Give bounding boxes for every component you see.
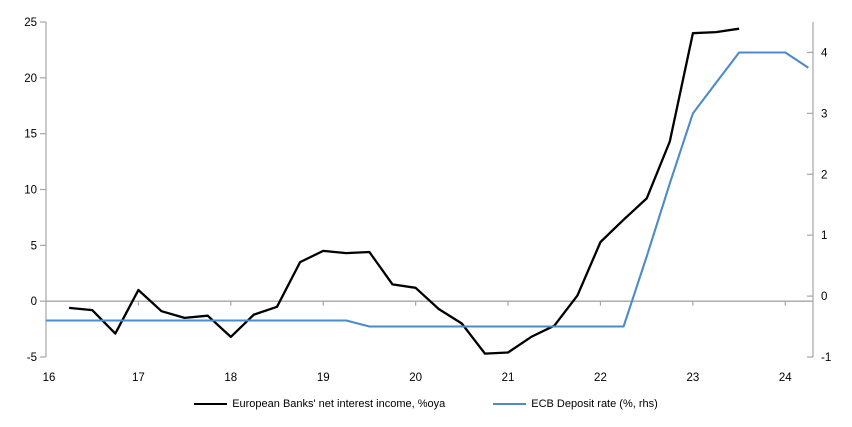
left-axis-tick-label: 25 [24, 17, 37, 29]
right-axis-tick-label: 4 [821, 47, 828, 59]
left-axis-tick-label: 20 [24, 73, 37, 85]
x-axis-tick-label: 24 [779, 372, 792, 384]
chart-legend: European Banks' net interest income, %oy… [0, 398, 852, 410]
x-axis-tick-label: 19 [317, 372, 330, 384]
left-axis-tick-label: 0 [31, 296, 37, 308]
legend-label-ecb-deposit-rate: ECB Deposit rate (%, rhs) [531, 398, 658, 410]
legend-label-net-interest-income: European Banks' net interest income, %oy… [232, 398, 446, 410]
x-axis-tick-label: 16 [43, 372, 56, 384]
right-axis-tick-label: 2 [821, 169, 827, 181]
left-axis-tick-label: 10 [24, 185, 37, 197]
right-axis-tick-label: 1 [821, 230, 827, 242]
black-line-swatch [194, 403, 228, 405]
left-axis-tick-label: -5 [27, 352, 37, 364]
left-axis-tick-label: 5 [31, 240, 37, 252]
right-axis-tick-label: -1 [821, 352, 831, 364]
legend-item-ecb-deposit-rate: ECB Deposit rate (%, rhs) [493, 398, 658, 410]
x-axis-tick-label: 23 [686, 372, 699, 384]
right-axis-tick-label: 3 [821, 108, 827, 120]
x-axis-tick-label: 17 [132, 372, 145, 384]
series-line-net-interest-income [68, 27, 740, 355]
x-axis-tick-label: 22 [594, 372, 607, 384]
right-axis-tick-label: 0 [821, 291, 827, 303]
blue-line-swatch [493, 403, 527, 405]
series-line-ecb-deposit-rate [46, 51, 809, 328]
x-axis-tick-label: 21 [502, 372, 515, 384]
legend-item-net-interest-income: European Banks' net interest income, %oy… [194, 398, 445, 410]
x-axis-tick-label: 18 [224, 372, 237, 384]
left-axis-tick-label: 15 [24, 129, 37, 141]
x-axis-tick-label: 20 [409, 372, 422, 384]
